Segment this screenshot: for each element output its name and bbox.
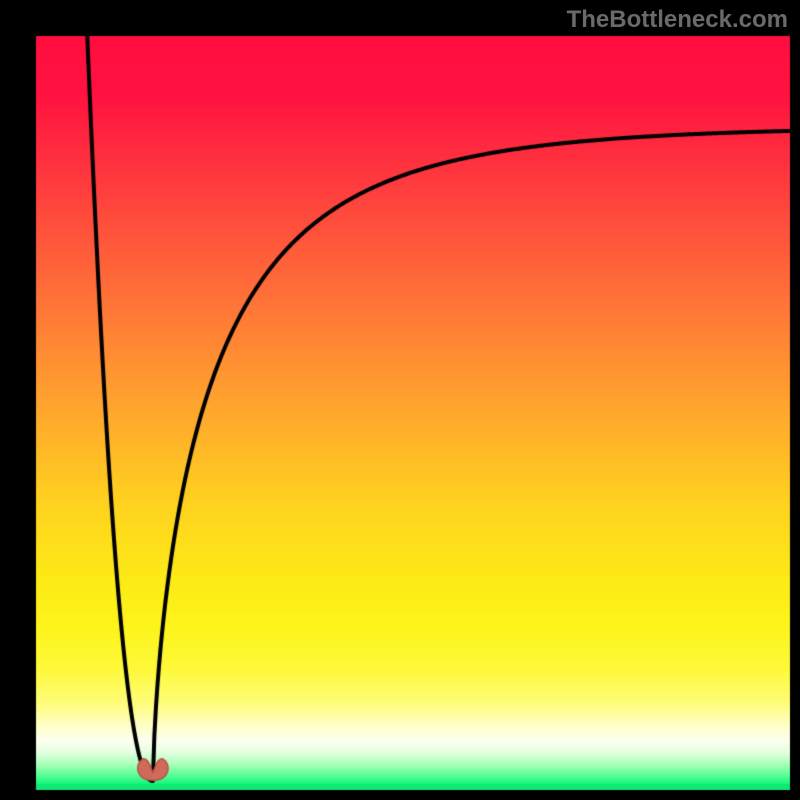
bottleneck-chart-canvas — [0, 0, 800, 800]
chart-container: TheBottleneck.com — [0, 0, 800, 800]
watermark-text: TheBottleneck.com — [567, 6, 788, 34]
